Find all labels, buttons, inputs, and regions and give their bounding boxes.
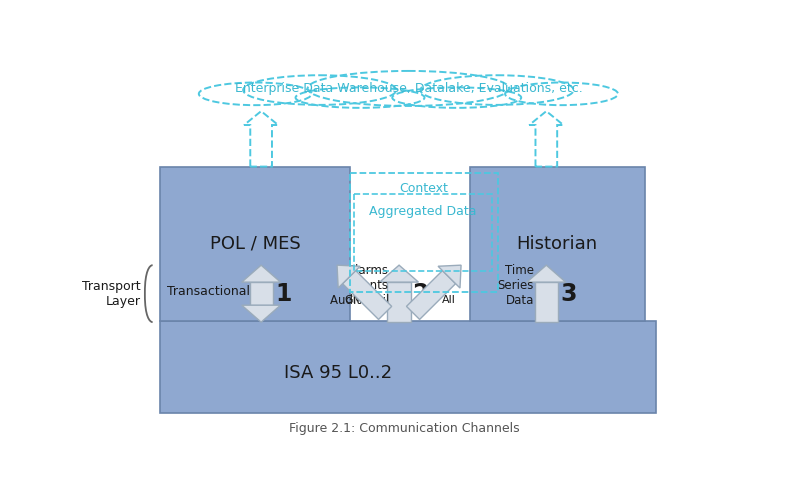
Text: POL / MES: POL / MES (209, 235, 301, 253)
Text: Time
Series
Data: Time Series Data (497, 265, 534, 307)
Text: Alarms
Events
Audit Trail: Alarms Events Audit Trail (330, 265, 389, 307)
Text: All: All (442, 295, 456, 305)
Text: 3: 3 (560, 282, 577, 306)
FancyBboxPatch shape (471, 167, 645, 320)
FancyBboxPatch shape (161, 320, 656, 413)
Polygon shape (438, 265, 461, 288)
FancyBboxPatch shape (161, 167, 350, 320)
Text: Aggregated Data: Aggregated Data (369, 205, 477, 218)
Polygon shape (527, 265, 566, 282)
Polygon shape (387, 282, 411, 322)
Text: Transactional: Transactional (167, 285, 249, 298)
Text: Figure 2.1: Communication Channels: Figure 2.1: Communication Channels (289, 422, 519, 435)
Text: Context: Context (400, 182, 449, 195)
Polygon shape (242, 265, 280, 282)
Text: 1: 1 (275, 282, 291, 306)
Polygon shape (534, 282, 558, 322)
Polygon shape (342, 270, 392, 319)
Text: 2: 2 (412, 282, 429, 306)
Text: Transport
Layer: Transport Layer (83, 280, 141, 308)
Polygon shape (242, 305, 280, 322)
Polygon shape (406, 270, 456, 319)
Polygon shape (337, 265, 360, 288)
Text: GMP: GMP (345, 295, 370, 305)
Polygon shape (379, 265, 419, 282)
Text: Historian: Historian (516, 235, 598, 253)
Text: ISA 95 L0..2: ISA 95 L0..2 (284, 364, 393, 382)
Polygon shape (249, 282, 273, 305)
Text: Enterprise Data Warehouse, Datalake, Evaluations, etc.: Enterprise Data Warehouse, Datalake, Eva… (235, 81, 582, 95)
